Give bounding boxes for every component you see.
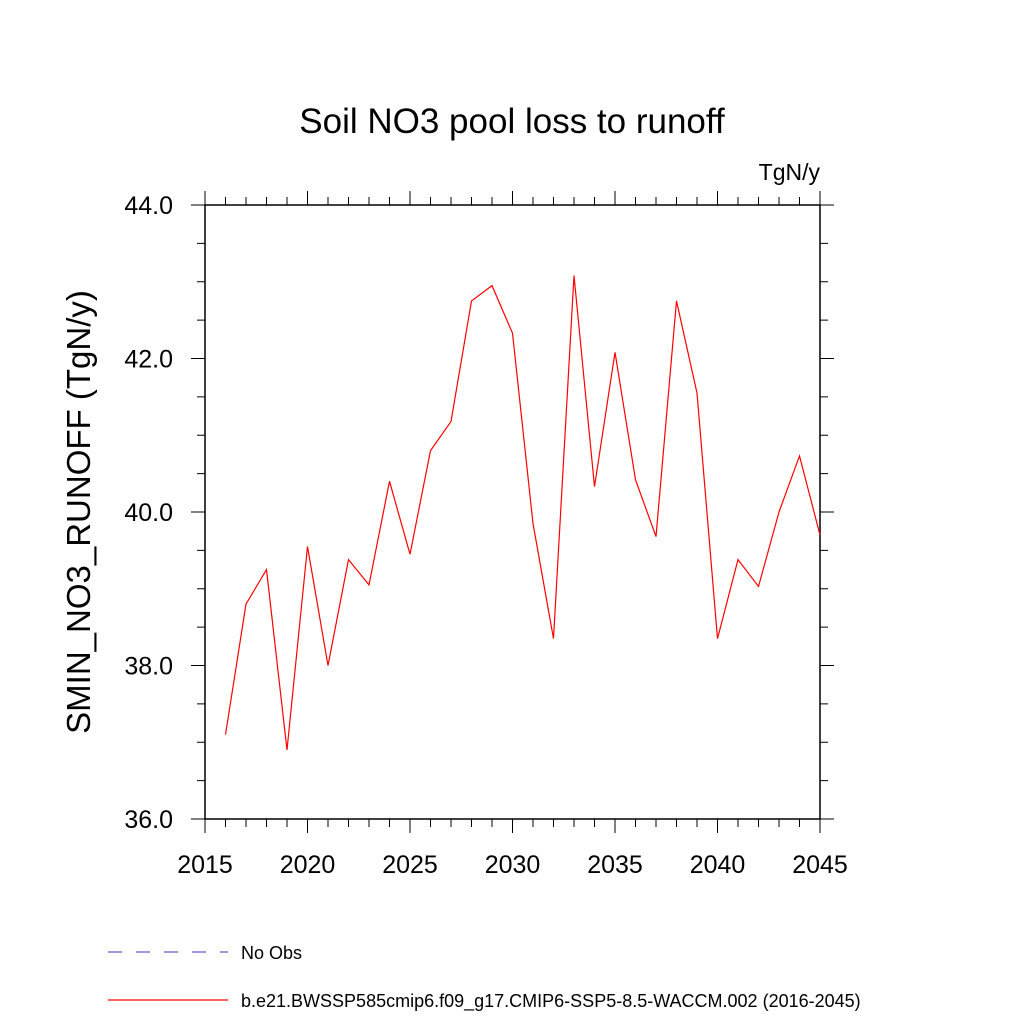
legend-label: No Obs — [241, 943, 302, 963]
x-tick-label: 2025 — [382, 851, 438, 879]
y-tick-label: 44.0 — [124, 192, 173, 220]
legend: No Obs b.e21.BWSSP585cmip6.f09_g17.CMIP6-… — [108, 943, 861, 1012]
series-layer — [224, 275, 821, 750]
x-tick-label: 2035 — [587, 851, 643, 879]
y-tick-label: 38.0 — [124, 653, 173, 681]
x-axis: 2015 2020 2025 2030 2035 2040 2045 — [177, 191, 848, 879]
y-tick-label: 36.0 — [124, 806, 173, 834]
plot-border — [204, 204, 821, 820]
series-line — [224, 275, 821, 750]
units-label: TgN/y — [759, 159, 821, 185]
x-tick-label: 2020 — [280, 851, 336, 879]
chart-title: Soil NO3 pool loss to runoff — [299, 102, 725, 141]
x-tick-label: 2045 — [792, 851, 848, 879]
x-tick-label: 2040 — [690, 851, 746, 879]
y-axis: 36.0 38.0 40.0 42.0 44.0 — [124, 192, 834, 834]
x-tick-label: 2015 — [177, 851, 233, 879]
y-tick-label: 42.0 — [124, 346, 173, 374]
y-axis-label: SMIN_NO3_RUNOFF (TgN/y) — [60, 290, 97, 734]
y-tick-label: 40.0 — [124, 499, 173, 527]
x-tick-label: 2030 — [485, 851, 541, 879]
legend-label: b.e21.BWSSP585cmip6.f09_g17.CMIP6-SSP5-8… — [241, 991, 861, 1012]
plot-frame — [204, 204, 821, 820]
